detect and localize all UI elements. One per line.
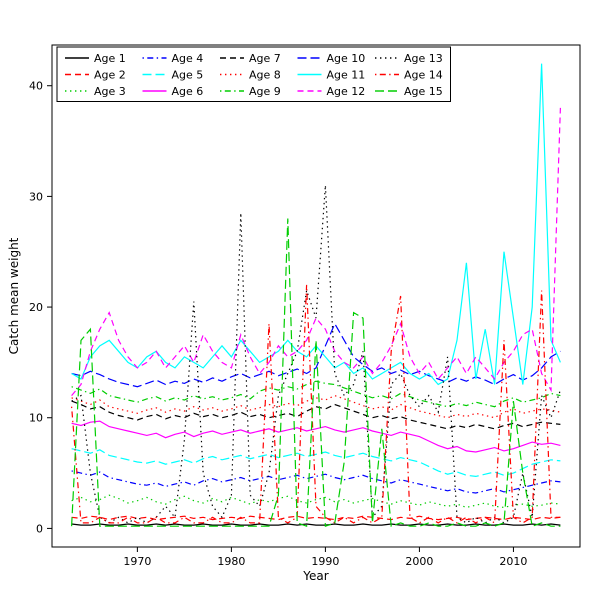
legend-label-age-4: Age 4 [172,52,204,65]
series-line-age-5 [71,448,561,478]
series-line-age-15 [71,218,561,528]
series-line-age-1 [71,523,561,526]
series-line-age-9 [71,380,561,408]
y-tick-label: 0 [36,522,43,535]
legend-label-age-13: Age 13 [404,52,443,65]
series-line-age-12 [71,107,561,396]
x-tick-label: 1980 [217,555,245,568]
y-tick-label: 20 [29,301,43,314]
legend-label-age-1: Age 1 [94,52,126,65]
x-axis-title: Year [303,569,329,583]
y-tick-label: 30 [29,190,43,203]
legend-label-age-10: Age 10 [327,52,366,65]
legend-label-age-6: Age 6 [172,85,204,98]
series-line-age-14 [71,284,561,524]
legend-label-age-7: Age 7 [249,52,281,65]
x-tick-label: 2010 [499,555,527,568]
y-tick-label: 10 [29,412,43,425]
series-line-age-3 [71,494,561,509]
legend-label-age-11: Age 11 [327,69,366,82]
series-line-age-13 [71,185,561,524]
legend-label-age-9: Age 9 [249,85,281,98]
series-line-age-7 [71,400,561,430]
legend-label-age-5: Age 5 [172,69,204,82]
y-tick-label: 40 [29,80,43,93]
legend-label-age-3: Age 3 [94,85,126,98]
legend-label-age-2: Age 2 [94,69,126,82]
series-line-age-11 [71,63,561,386]
plot-border [51,44,581,548]
series-line-age-8 [71,394,561,419]
legend-label-age-15: Age 15 [404,85,443,98]
x-tick-label: 2000 [405,555,433,568]
x-tick-label: 1990 [311,555,339,568]
legend-label-age-12: Age 12 [327,85,366,98]
series-line-age-6 [71,420,561,453]
legend-label-age-14: Age 14 [404,69,443,82]
y-axis-title: Catch mean weight [7,237,21,355]
series-line-age-10 [71,322,561,388]
legend-label-age-8: Age 8 [249,69,281,82]
x-tick-label: 1970 [123,555,151,568]
